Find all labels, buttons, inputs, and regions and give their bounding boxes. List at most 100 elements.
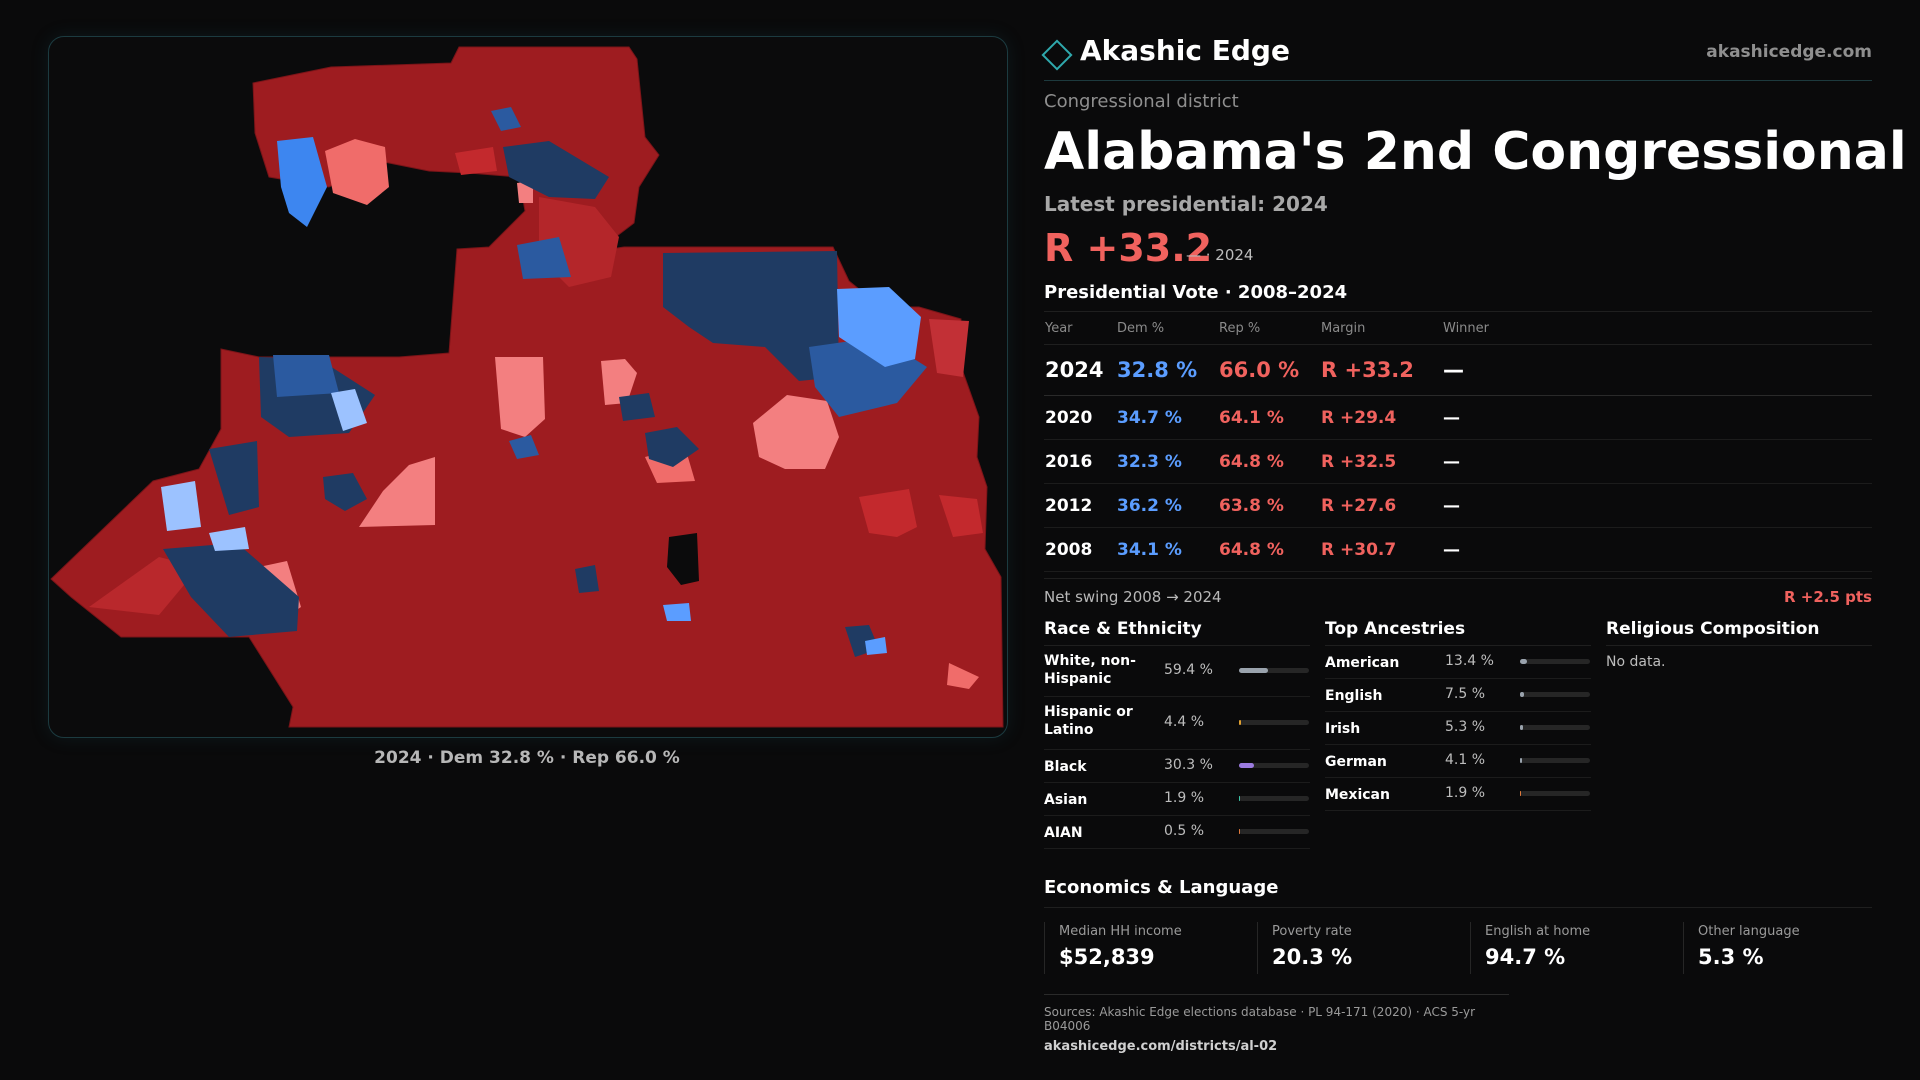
item-label: Black	[1044, 759, 1087, 775]
footer: Sources: Akashic Edge elections database…	[1044, 994, 1509, 1054]
region-strong-dem	[209, 441, 259, 515]
table-row[interactable]: 2008 34.1 % 64.8 % R +30.7 —	[1044, 527, 1872, 572]
bar-fill	[1520, 758, 1522, 763]
item-label: English	[1325, 688, 1383, 704]
presidential-vote-title: Presidential Vote · 2008–2024	[1044, 282, 1348, 303]
econ-value: 20.3 %	[1272, 945, 1353, 969]
bar-track	[1520, 758, 1590, 763]
item-value: 13.4 %	[1445, 653, 1494, 669]
list-item: Black 30.3 %	[1044, 750, 1310, 783]
table-row[interactable]: 2016 32.3 % 64.8 % R +32.5 —	[1044, 439, 1872, 484]
list-item: Hispanic or Latino 4.4 %	[1044, 697, 1310, 750]
race-ethnicity-section: Race & Ethnicity White, non-Hispanic 59.4…	[1044, 617, 1310, 849]
col-rep: Rep %	[1218, 311, 1320, 345]
latest-margin-row: R +33.2 — · 2024	[1044, 226, 1872, 272]
region-dem	[491, 107, 521, 131]
cell-margin: R +27.6	[1320, 483, 1442, 528]
econ-english-at-home: English at home 94.7 %	[1470, 922, 1675, 974]
cell-year: 2024	[1044, 344, 1116, 396]
econ-label: English at home	[1485, 924, 1591, 939]
bar-track	[1239, 796, 1309, 801]
map-caption: 2024 · Dem 32.8 % · Rep 66.0 %	[374, 748, 680, 768]
region-strong-dem	[323, 473, 367, 511]
cell-year: 2020	[1044, 395, 1116, 440]
latest-presidential-label: Latest presidential: 2024	[1044, 192, 1328, 216]
cell-year: 2008	[1044, 527, 1116, 572]
region-strong-dem	[663, 251, 839, 381]
econ-label: Median HH income	[1059, 924, 1182, 939]
table-row[interactable]: 2012 36.2 % 63.8 % R +27.6 —	[1044, 483, 1872, 528]
cell-winner: —	[1442, 395, 1872, 440]
bar-track	[1239, 720, 1309, 725]
item-label: Hispanic or Latino	[1044, 704, 1133, 738]
cell-margin: R +30.7	[1320, 527, 1442, 572]
region-lean-dem	[161, 481, 201, 531]
cell-margin: R +33.2	[1320, 344, 1442, 396]
cell-rep: 64.1 %	[1218, 395, 1320, 440]
item-value: 4.1 %	[1445, 752, 1486, 768]
item-value: 7.5 %	[1445, 686, 1486, 702]
religion-section: Religious Composition No data.	[1606, 617, 1872, 670]
region-lean-rep	[947, 663, 979, 689]
region-lean-dem	[663, 603, 691, 621]
region-lean-rep	[359, 457, 435, 527]
cell-winner: —	[1442, 527, 1872, 572]
cell-dem: 32.8 %	[1116, 344, 1218, 396]
bar-fill	[1239, 796, 1241, 801]
list-item: German 4.1 %	[1325, 745, 1591, 778]
region-lean-dem	[277, 137, 327, 227]
econ-value: 94.7 %	[1485, 945, 1566, 969]
district-url[interactable]: akashicedge.com/districts/al-02	[1044, 1039, 1278, 1054]
economics-title: Economics & Language	[1044, 877, 1872, 908]
econ-value: $52,839	[1059, 945, 1155, 969]
region-lean-dem	[331, 389, 367, 431]
bar-track	[1239, 829, 1309, 834]
region-strong-dem	[503, 141, 609, 199]
region-lean-rep	[325, 139, 389, 205]
net-swing-value: R +2.5 pts	[1784, 588, 1872, 606]
list-item: English 7.5 %	[1325, 679, 1591, 712]
latest-margin-value: R +33.2	[1044, 226, 1213, 270]
cell-rep: 64.8 %	[1218, 439, 1320, 484]
region-strong-rep	[455, 147, 497, 175]
brand-url[interactable]: akashicedge.com	[1706, 42, 1872, 62]
econ-label: Other language	[1698, 924, 1800, 939]
cell-dem: 36.2 %	[1116, 483, 1218, 528]
bar-track	[1520, 659, 1590, 664]
region-strong-rep	[89, 557, 199, 615]
bar-fill	[1239, 720, 1242, 725]
cell-rep: 66.0 %	[1218, 344, 1320, 396]
precinct-map-svg[interactable]	[49, 37, 1007, 737]
region-lean-rep	[753, 395, 839, 469]
item-value: 30.3 %	[1164, 757, 1213, 773]
bar-track	[1520, 791, 1590, 796]
bar-fill	[1520, 692, 1524, 697]
brand-name[interactable]: Akashic Edge	[1080, 34, 1290, 67]
cell-rep: 64.8 %	[1218, 527, 1320, 572]
religion-title: Religious Composition	[1606, 617, 1872, 646]
region-lean-dem	[865, 637, 887, 655]
race-title: Race & Ethnicity	[1044, 617, 1310, 646]
bar-fill	[1520, 659, 1527, 664]
region-strong-dem	[163, 543, 299, 637]
table-row[interactable]: 2020 34.7 % 64.1 % R +29.4 —	[1044, 395, 1872, 440]
cell-winner: —	[1442, 439, 1872, 484]
bar-track	[1520, 692, 1590, 697]
region-dem	[273, 355, 339, 397]
bar-track	[1239, 763, 1309, 768]
cell-winner: —	[1442, 344, 1872, 396]
district-map[interactable]	[48, 36, 1008, 738]
item-label: Mexican	[1325, 787, 1390, 803]
brand-header: Akashic Edge akashicedge.com	[1041, 30, 1872, 81]
region-lean-dem	[837, 287, 921, 367]
list-item: Mexican 1.9 %	[1325, 778, 1591, 811]
econ-median-income: Median HH income $52,839	[1044, 922, 1249, 974]
bar-track	[1520, 725, 1590, 730]
table-row[interactable]: 2024 32.8 % 66.0 % R +33.2 —	[1044, 344, 1872, 396]
item-label: White, non-Hispanic	[1044, 653, 1136, 687]
religion-empty-text: No data.	[1606, 654, 1666, 670]
economics-row: Median HH income $52,839 Poverty rate 20…	[1044, 922, 1872, 994]
cell-winner: —	[1442, 483, 1872, 528]
list-item: American 13.4 %	[1325, 646, 1591, 679]
cell-rep: 63.8 %	[1218, 483, 1320, 528]
